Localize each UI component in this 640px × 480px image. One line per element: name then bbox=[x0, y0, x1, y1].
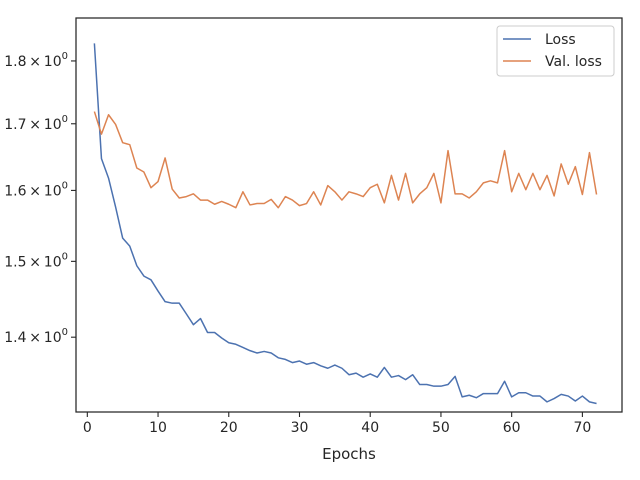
y-tick-label: 1.8 × 100 bbox=[4, 51, 68, 70]
y-tick-label: 1.4 × 100 bbox=[4, 327, 68, 346]
x-tick-label: 70 bbox=[573, 420, 591, 436]
x-tick-label: 10 bbox=[149, 420, 167, 436]
axes-frame bbox=[75, 17, 623, 413]
series-line-0 bbox=[93, 43, 597, 405]
x-axis-label: Epochs bbox=[322, 445, 376, 463]
legend-label-0: Loss bbox=[545, 32, 576, 48]
legend-label-1: Val. loss bbox=[545, 54, 602, 70]
x-tick-label: 40 bbox=[361, 420, 379, 436]
x-axis-ticks: 0 10 20 30 40 50 60 70 bbox=[83, 412, 591, 436]
y-axis-ticks: 1.4 × 100 1.5 × 100 1.6 × 100 1.7 × 100 1.8 … bbox=[4, 51, 76, 346]
x-tick-label: 20 bbox=[220, 420, 238, 436]
y-tick-label: 1.6 × 100 bbox=[4, 180, 68, 199]
x-tick-label: 50 bbox=[432, 420, 450, 436]
x-tick-label: 0 bbox=[83, 420, 92, 436]
legend: Loss Val. loss bbox=[496, 25, 615, 77]
series-line-1 bbox=[93, 111, 598, 209]
x-tick-label: 30 bbox=[291, 420, 309, 436]
y-tick-label: 1.5 × 100 bbox=[4, 251, 68, 270]
plot-lines bbox=[93, 43, 598, 405]
x-tick-label: 60 bbox=[503, 420, 521, 436]
y-tick-label: 1.7 × 100 bbox=[4, 114, 68, 133]
